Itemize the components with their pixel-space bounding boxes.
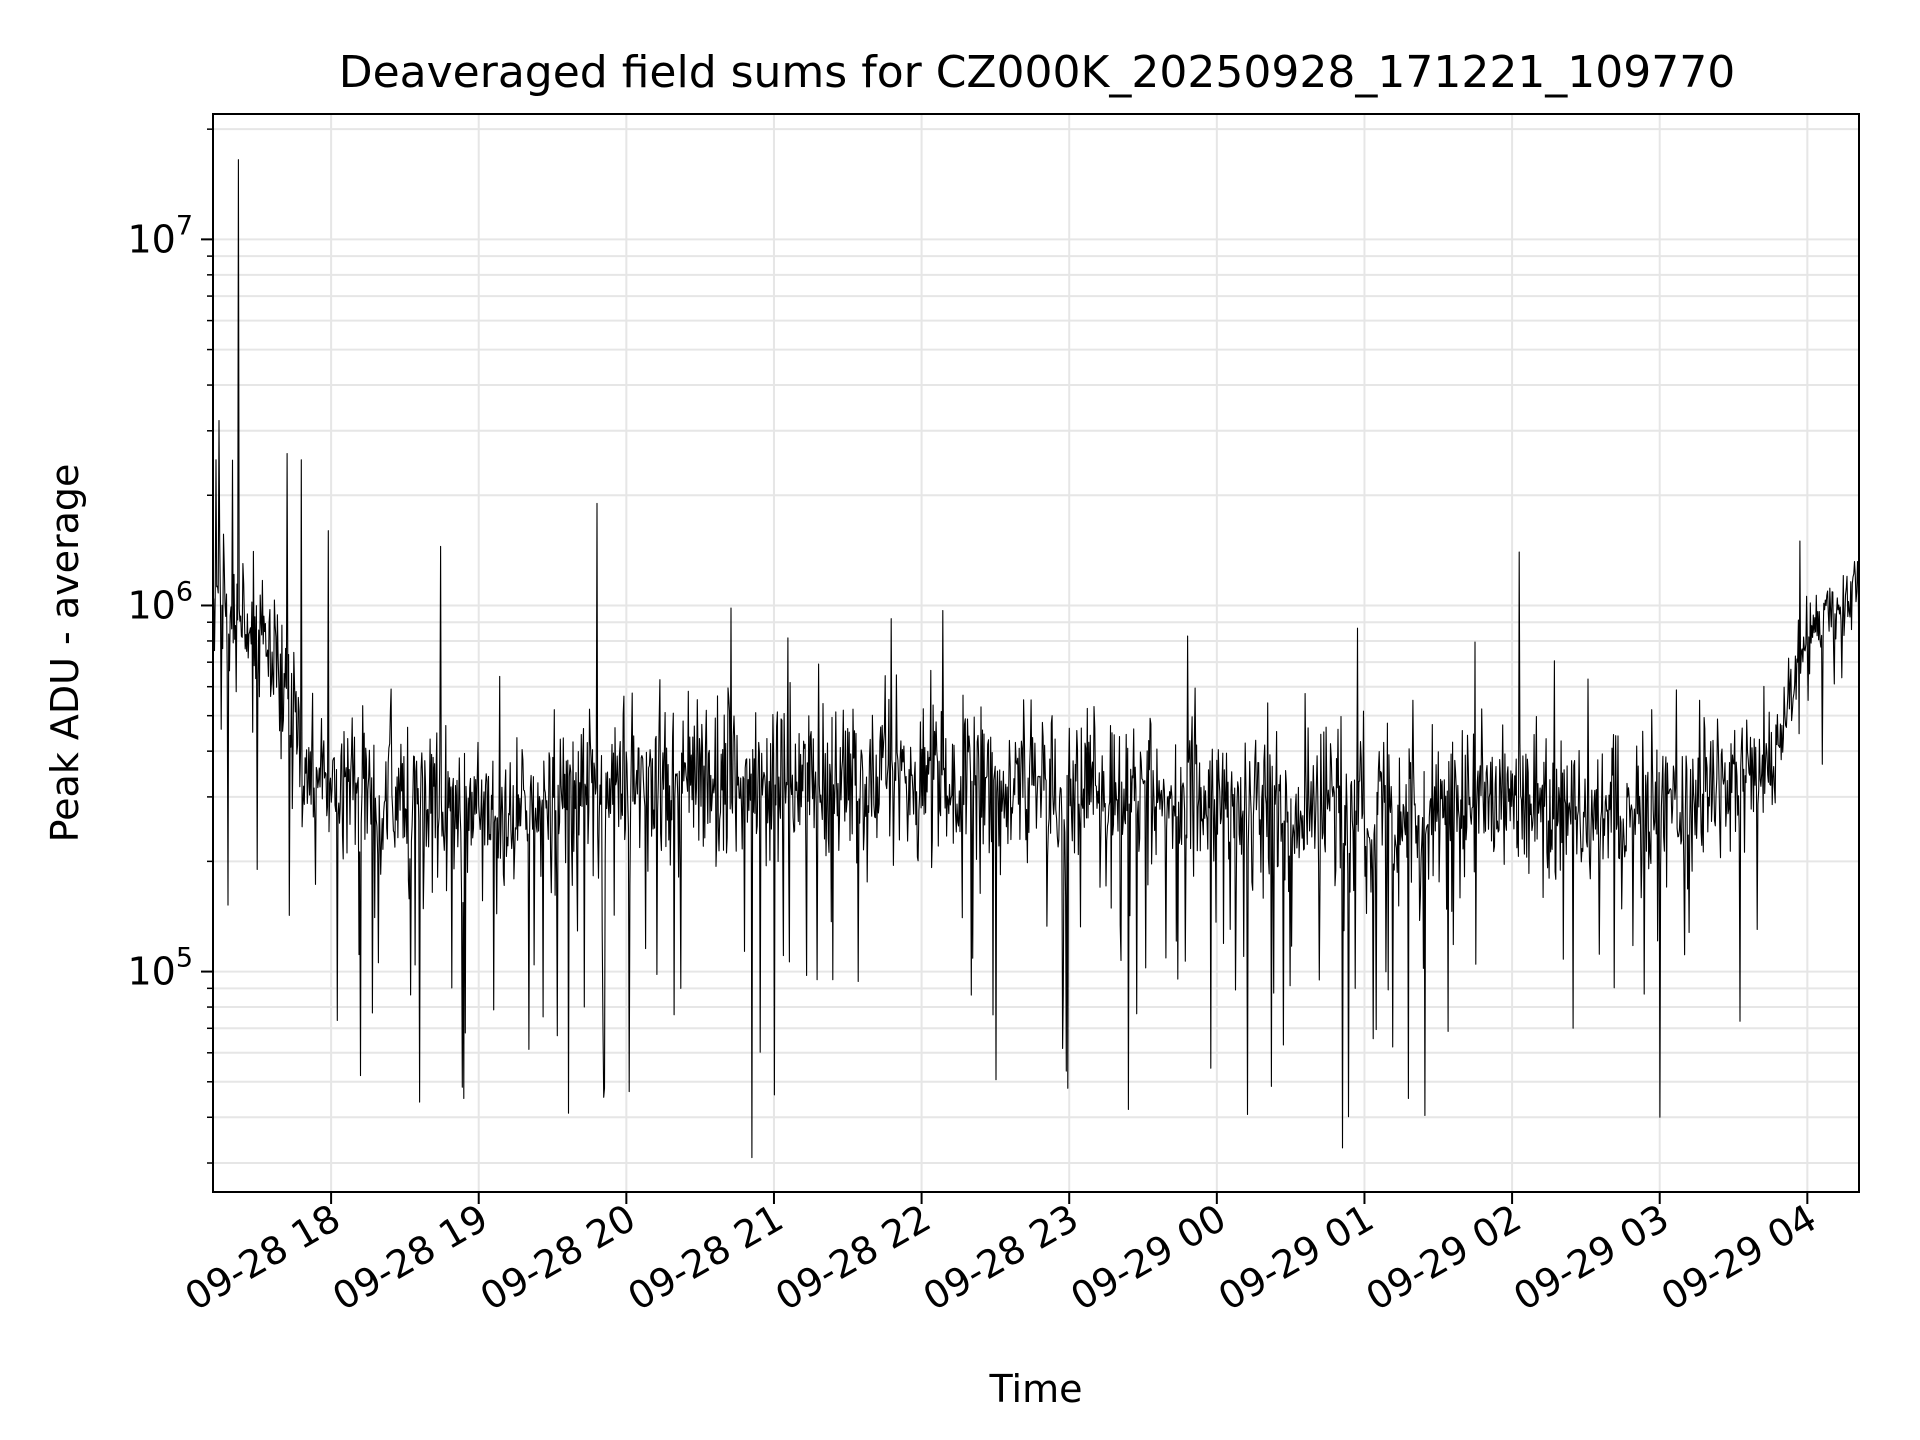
y-tick-exponent: 7	[176, 210, 193, 241]
x-axis-label: Time	[989, 1367, 1083, 1411]
grid	[213, 114, 1859, 1192]
y-tick-exponent: 5	[176, 943, 193, 974]
y-tick-exponent: 6	[176, 576, 193, 607]
y-axis-label: Peak ADU - average	[43, 464, 87, 843]
y-tick-label: 106	[127, 576, 193, 627]
y-tick-base: 10	[127, 217, 175, 261]
series-line	[213, 159, 1859, 1159]
y-tick-label: 107	[127, 210, 193, 261]
plot-frame	[212, 113, 1860, 1193]
y-tick-base: 10	[127, 950, 175, 994]
y-tick-base: 10	[127, 583, 175, 627]
chart-title: Deaveraged field sums for CZ000K_2025092…	[339, 47, 1736, 98]
y-tick-label: 105	[127, 943, 193, 994]
